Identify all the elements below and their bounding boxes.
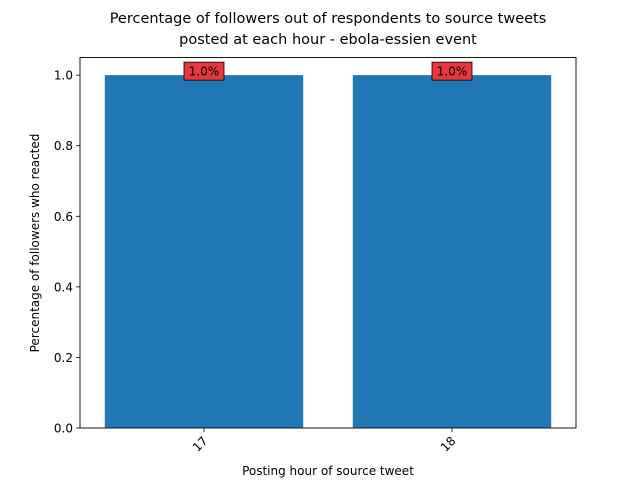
- bars-layer: [104, 75, 552, 429]
- bar-17: [104, 75, 304, 429]
- plot-frame: [79, 57, 577, 429]
- data-label-17: 1.0%: [183, 61, 225, 81]
- y-tick-label-1: 0.2: [54, 351, 73, 365]
- y-axis: 0.0 0.2 0.4 0.6 0.8 1.0: [54, 69, 80, 436]
- x-tick-label-17: 17: [190, 434, 211, 455]
- y-axis-label: Percentage of followers who reacted: [28, 134, 42, 353]
- chart-title-line-1: Percentage of followers out of responden…: [110, 11, 547, 27]
- data-label-18: 1.0%: [431, 61, 473, 81]
- data-label-text-17: 1.0%: [189, 65, 220, 79]
- y-tick-label-4: 0.8: [54, 139, 73, 153]
- data-label-box-17: [183, 61, 225, 81]
- x-axis-label: Posting hour of source tweet: [242, 464, 414, 478]
- bar-18: [352, 75, 552, 429]
- data-label-box-18: [431, 61, 473, 81]
- y-tick-label-2: 0.4: [54, 280, 73, 294]
- y-tick-label-5: 1.0: [54, 69, 73, 83]
- y-tick-label-0: 0.0: [54, 422, 73, 436]
- chart-title-line-2: posted at each hour - ebola-essien event: [179, 32, 477, 48]
- data-label-text-18: 1.0%: [437, 65, 468, 79]
- y-tick-label-3: 0.6: [54, 210, 73, 224]
- x-tick-label-18: 18: [438, 434, 459, 455]
- data-labels-layer: 1.0% 1.0%: [183, 61, 473, 81]
- x-axis: 17 18: [190, 428, 459, 455]
